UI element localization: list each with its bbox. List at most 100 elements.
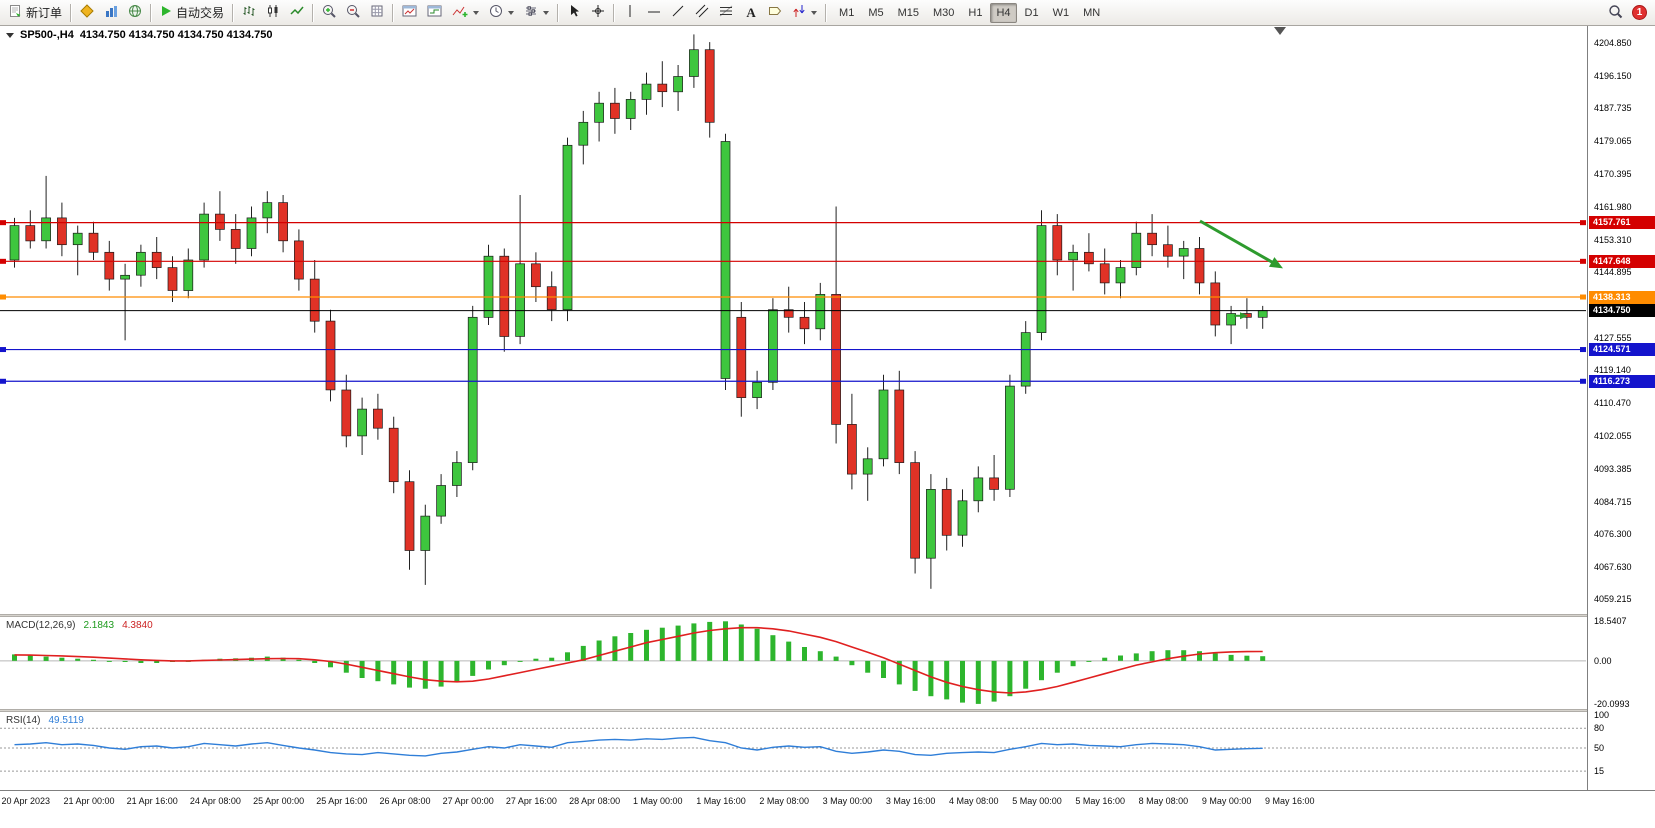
timeframe-button-h1[interactable]: H1: [962, 3, 988, 23]
zoom-out-icon: [346, 4, 360, 21]
scale-label: -20.0993: [1594, 698, 1630, 709]
time-label: 21 Apr 16:00: [126, 796, 178, 806]
fibonacci-button[interactable]: [714, 2, 739, 24]
arrows-button[interactable]: [787, 2, 822, 24]
timeframe-button-m30[interactable]: M30: [927, 3, 960, 23]
arrows-icon: [792, 4, 806, 21]
price-tag-4116.273: 4116.273: [1589, 374, 1655, 388]
price-tag-4157.761: 4157.761: [1589, 216, 1655, 230]
collapse-triangle-icon[interactable]: [6, 32, 14, 38]
bar-chart-icon: [242, 4, 256, 21]
scale-label: 4076.300: [1594, 529, 1632, 540]
scale-label: 100: [1594, 710, 1610, 720]
crosshair-button[interactable]: [586, 2, 610, 24]
toolbar-separator: [312, 3, 315, 22]
chart-window-icon: [427, 4, 442, 21]
vertical-line-button[interactable]: [618, 2, 642, 24]
autotrading-button[interactable]: 自动交易: [155, 2, 229, 24]
new-order-button[interactable]: 新订单: [3, 2, 67, 24]
toolbar-separator: [613, 3, 616, 22]
time-label: 3 May 16:00: [885, 796, 936, 806]
grid-icon: [370, 4, 384, 21]
grid-button[interactable]: [365, 2, 389, 24]
time-axis[interactable]: 20 Apr 2023 21 Apr 00:00 21 Apr 16:00 24 Ap…: [0, 792, 1586, 814]
crosshair-icon: [591, 4, 605, 21]
toolbar-separator: [825, 3, 828, 22]
scale-label: 4102.055: [1594, 430, 1632, 441]
market-watch-button[interactable]: [99, 2, 123, 24]
bar-chart-button[interactable]: [237, 2, 261, 24]
timeframe-button-w1[interactable]: W1: [1047, 3, 1076, 23]
timeframe-button-mn[interactable]: MN: [1077, 3, 1106, 23]
timeframe-button-d1[interactable]: D1: [1019, 3, 1045, 23]
time-label: 2 May 08:00: [759, 796, 809, 806]
macd-name: MACD(12,26,9): [6, 620, 76, 631]
time-label: 5 May 00:00: [1012, 796, 1062, 806]
pane-splitter[interactable]: [0, 614, 1655, 617]
candlestick-button[interactable]: [261, 2, 285, 24]
scale-label: 0.00: [1594, 655, 1612, 666]
scale-label: 4127.555: [1594, 333, 1632, 344]
time-label: 20 Apr 2023: [1, 796, 51, 806]
dropdown-caret-icon: [811, 10, 818, 15]
chart-window-button[interactable]: [422, 2, 447, 24]
rsi-pane[interactable]: [0, 712, 1586, 790]
add-indicator-button[interactable]: [447, 2, 484, 24]
timeframe-button-m5[interactable]: M5: [862, 3, 889, 23]
time-label: 26 Apr 08:00: [379, 796, 431, 806]
tile-windows-button[interactable]: [397, 2, 422, 24]
zoom-in-button[interactable]: [317, 2, 341, 24]
new-order-icon: [8, 4, 22, 21]
scale-label: 4084.715: [1594, 496, 1632, 507]
label-button[interactable]: [763, 2, 787, 24]
macd-pane[interactable]: [0, 617, 1586, 709]
time-label: 25 Apr 16:00: [316, 796, 368, 806]
timeframe-toolbar: M1 M5 M15 M30 H1 H4 D1 W1 MN: [832, 2, 1107, 23]
toolbar-separator: [232, 3, 235, 22]
metaquotes-button[interactable]: [75, 2, 99, 24]
line-chart-button[interactable]: [285, 2, 309, 24]
notification-badge[interactable]: 1: [1632, 5, 1647, 20]
timeframe-button-m15[interactable]: M15: [892, 3, 925, 23]
periods-button[interactable]: [484, 2, 519, 24]
scale-label: 18.5407: [1594, 616, 1627, 627]
ohlc-values: 4134.750 4134.750 4134.750 4134.750: [79, 29, 273, 41]
zoom-in-icon: [322, 4, 336, 21]
zoom-out-button[interactable]: [341, 2, 365, 24]
chart-title: SP500-,H4 4134.750 4134.750 4134.750 413…: [6, 29, 273, 41]
time-label: 4 May 08:00: [949, 796, 999, 806]
scale-label: 4110.470: [1594, 398, 1631, 409]
toolbar-right: 1: [1603, 2, 1652, 24]
templates-button[interactable]: [519, 2, 554, 24]
text-button[interactable]: A: [739, 2, 763, 24]
toolbar-separator: [557, 3, 560, 22]
toolbar-separator: [150, 3, 153, 22]
macd-signal-value: 4.3840: [122, 620, 153, 631]
cursor-button[interactable]: [562, 2, 586, 24]
time-label: 9 May 00:00: [1201, 796, 1252, 806]
price-chart-pane[interactable]: [0, 26, 1586, 614]
timeframe-button-h4[interactable]: H4: [990, 2, 1017, 23]
trendline-icon: [671, 4, 685, 21]
channel-button[interactable]: [690, 2, 714, 24]
time-label: 21 Apr 00:00: [63, 796, 115, 806]
search-button[interactable]: [1603, 2, 1628, 24]
macd-label: MACD(12,26,9) 2.1843 4.3840: [6, 620, 153, 631]
periods-clock-icon: [489, 4, 503, 21]
community-button[interactable]: [123, 2, 147, 24]
time-label: 9 May 16:00: [1265, 796, 1315, 806]
scale-label: 4187.735: [1594, 103, 1632, 114]
rsi-value: 49.5119: [48, 715, 84, 726]
price-scale[interactable]: 4204.850 4196.150 4187.735 4179.065 4170.395…: [1587, 26, 1655, 790]
shift-marker-icon: [1274, 27, 1286, 35]
candlestick-icon: [266, 4, 280, 21]
price-tag-4138.313: 4138.313: [1589, 290, 1655, 304]
scale-label: 4179.065: [1594, 136, 1632, 147]
horizontal-line-button[interactable]: [642, 2, 666, 24]
timeframe-button-m1[interactable]: M1: [833, 3, 860, 23]
toolbar-separator: [392, 3, 395, 22]
pane-splitter[interactable]: [0, 709, 1655, 712]
trendline-button[interactable]: [666, 2, 690, 24]
macd-main-value: 2.1843: [83, 620, 115, 631]
market-watch-icon: [104, 4, 118, 21]
